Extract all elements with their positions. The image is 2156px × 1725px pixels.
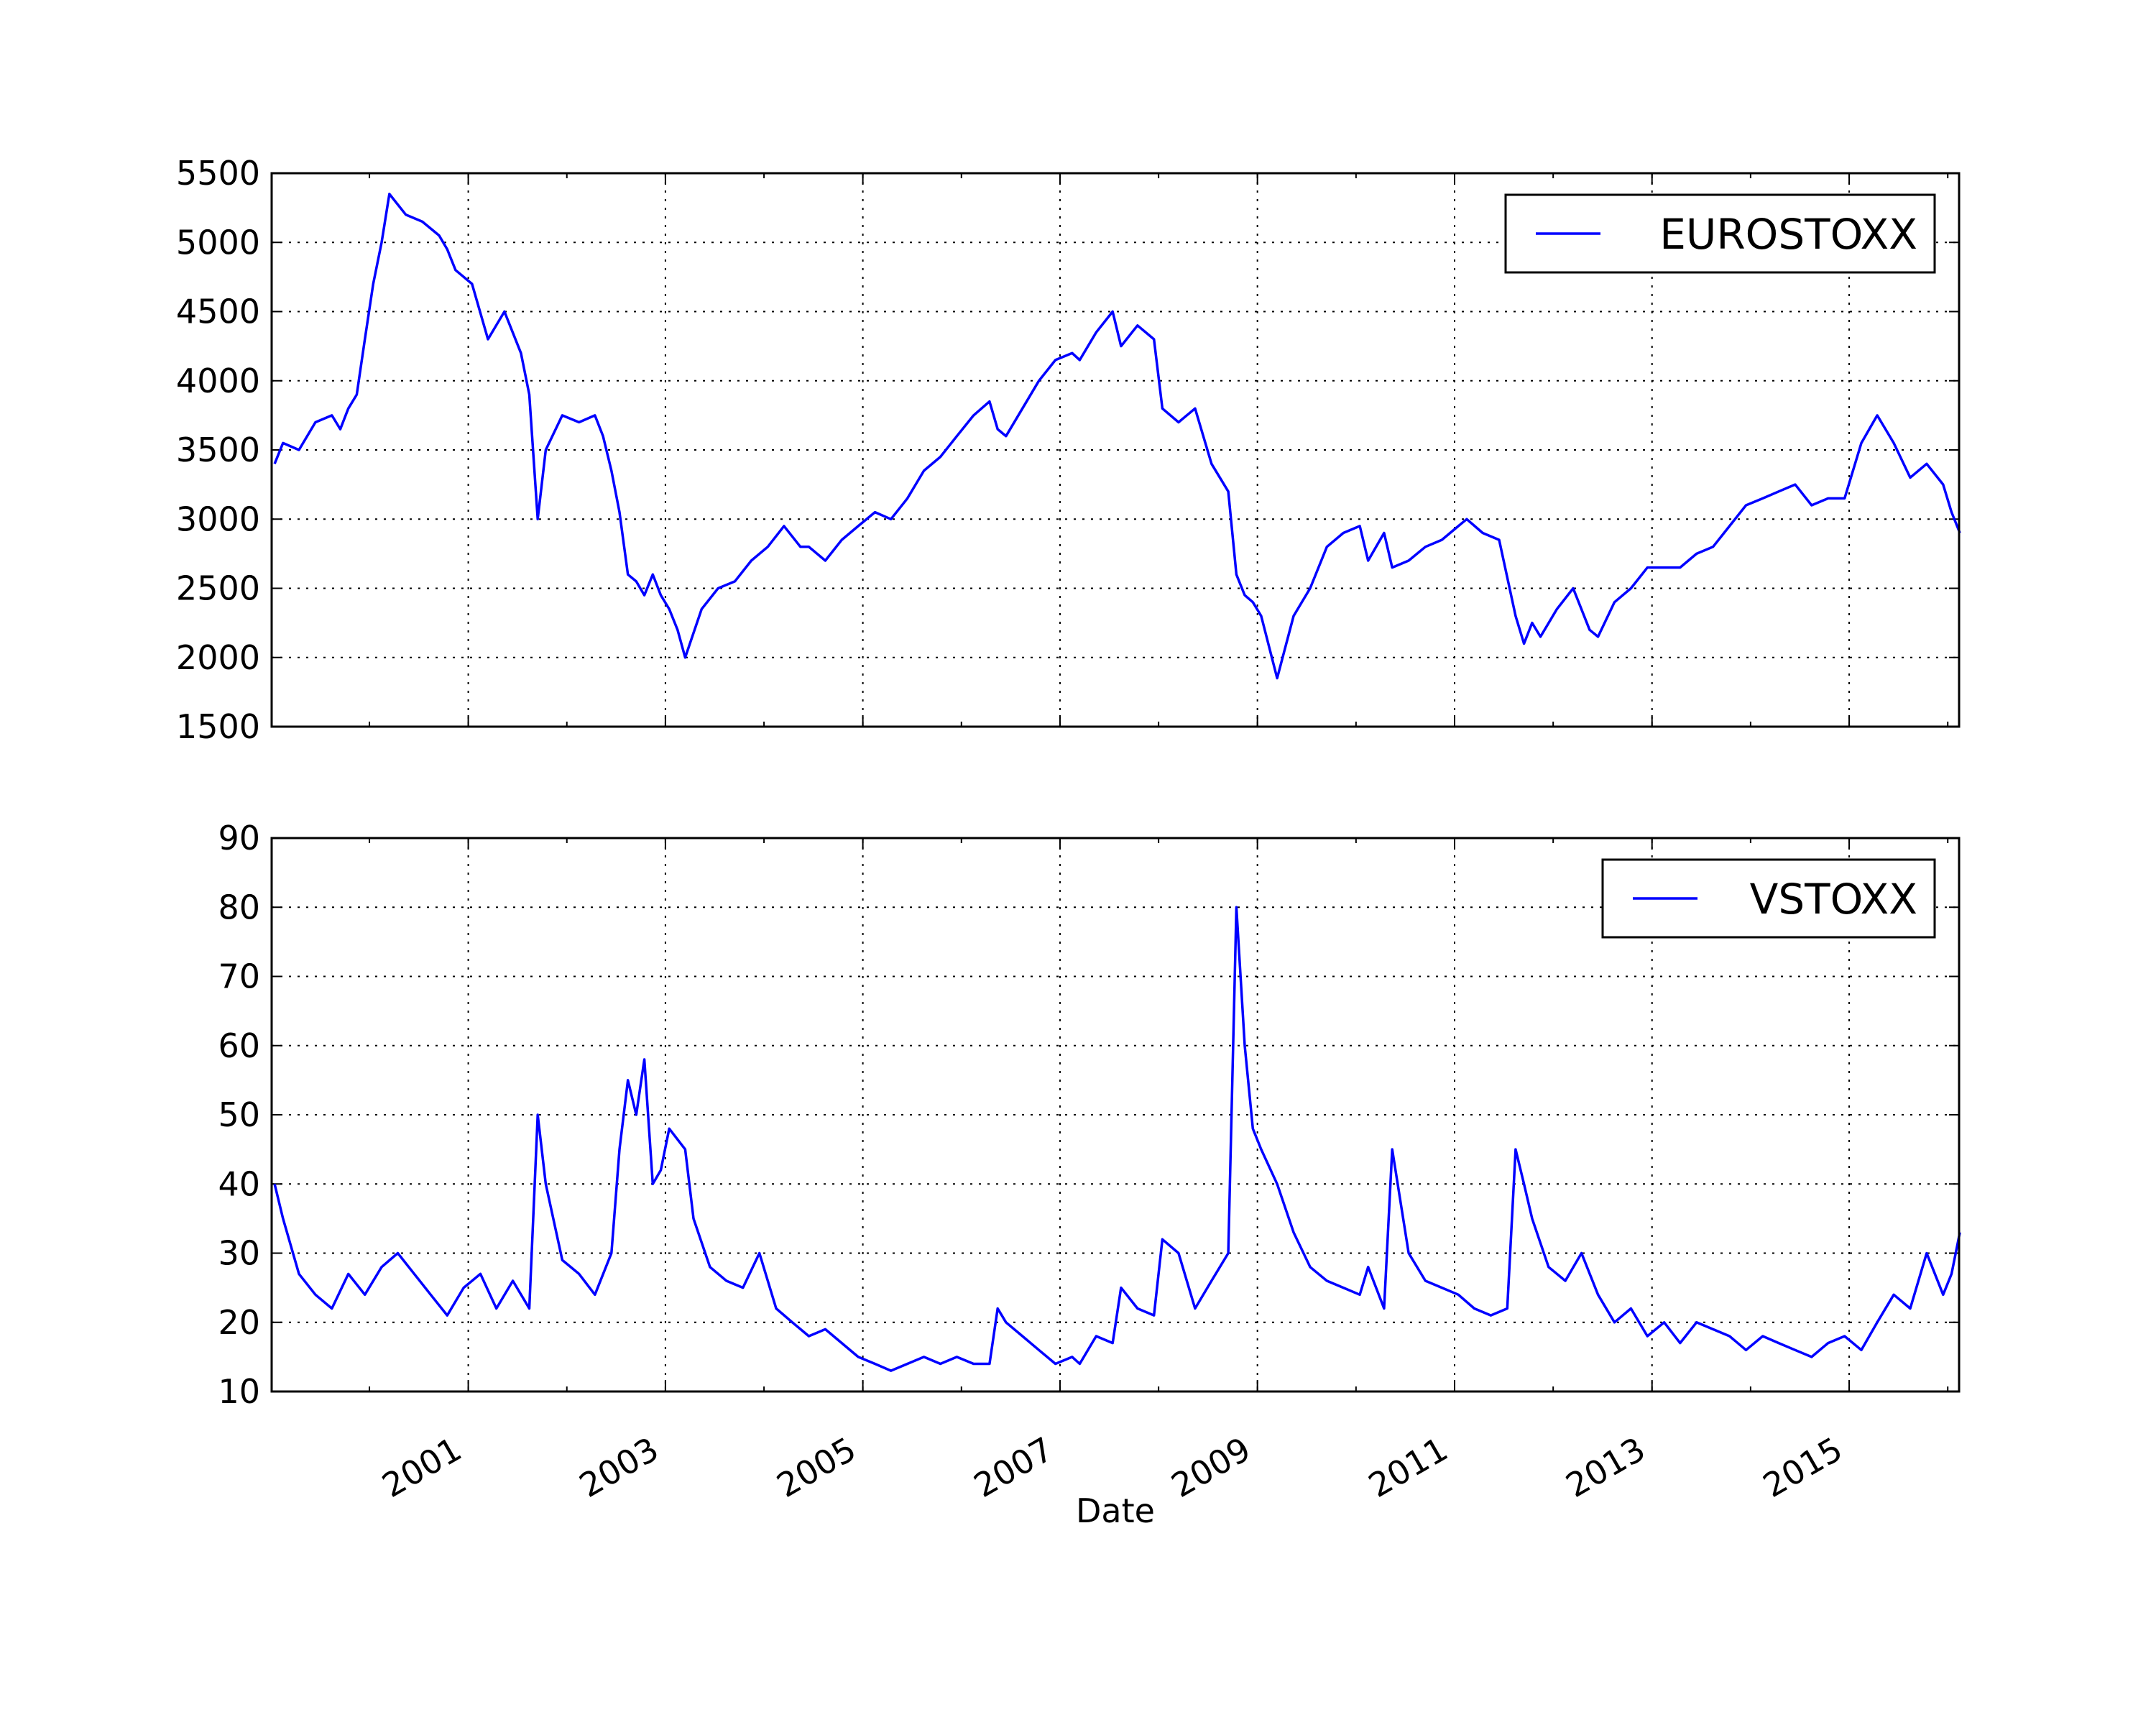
- y-tick-label: 1500: [176, 707, 260, 746]
- x-axis-title: Date: [1076, 1491, 1155, 1530]
- y-tick-label: 20: [218, 1303, 260, 1342]
- y-tick-label: 70: [218, 957, 260, 996]
- y-tick-label: 2000: [176, 638, 260, 677]
- eurostoxx-panel: 1500 2000 2500 3000 3500 4000 4500 5000 5500 EURO…: [176, 154, 1961, 746]
- legend: VSTOXX: [1601, 858, 1936, 939]
- y-tick-label: 80: [218, 888, 260, 926]
- y-tick-label: 2500: [176, 569, 260, 608]
- y-tick-label: 40: [218, 1164, 260, 1203]
- series-line-eurostoxx: [273, 193, 1961, 680]
- y-tick-label: 5500: [176, 154, 260, 193]
- series-line-vstoxx: [273, 906, 1961, 1372]
- axes-frame: [270, 172, 1961, 728]
- y-tick-label: 50: [218, 1095, 260, 1134]
- y-tick-label: 3500: [176, 431, 260, 469]
- y-tick-label: 60: [218, 1026, 260, 1065]
- y-tick-label: 10: [218, 1372, 260, 1411]
- y-tick-label: 90: [218, 819, 260, 857]
- y-tick-label: 30: [218, 1234, 260, 1273]
- y-tick-label: 5000: [176, 223, 260, 262]
- legend-label: VSTOXX: [1750, 875, 1917, 924]
- legend: EUROSTOXX: [1504, 193, 1936, 274]
- y-tick-label: 4000: [176, 362, 260, 400]
- legend-label: EUROSTOXX: [1659, 210, 1917, 259]
- y-tick-label: 3000: [176, 500, 260, 538]
- y-tick-label: 4500: [176, 293, 260, 331]
- axes-frame: [270, 837, 1961, 1393]
